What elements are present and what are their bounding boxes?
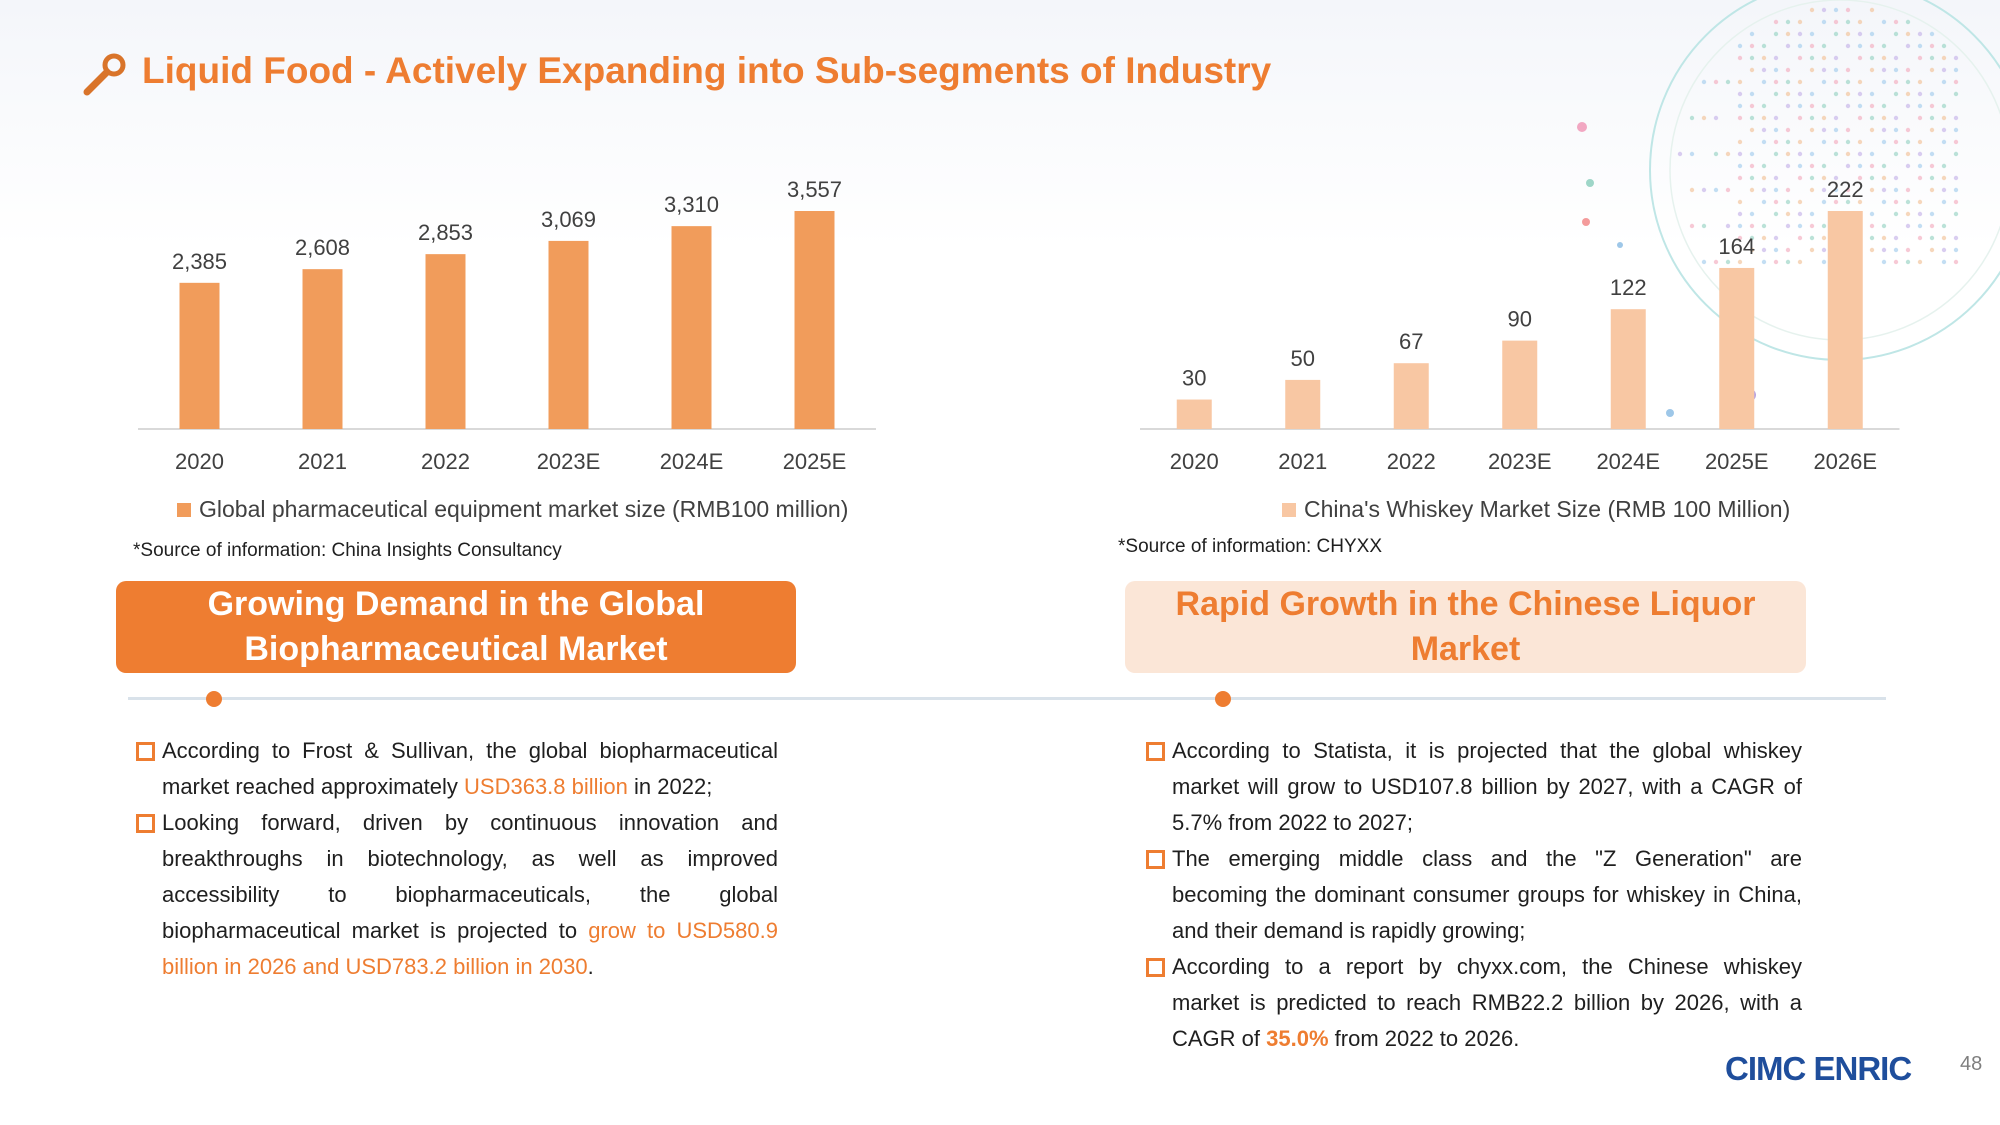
whiskey-market-chart: 30 2020 50 2021 67 2022 90 2023E 122 2024E 164 2025… — [1140, 150, 1920, 480]
pharma-equipment-chart-svg: 2,385 2020 2,608 2021 2,853 2022 3,069 2023E 3,3… — [138, 177, 876, 474]
bullet-text: . — [587, 954, 594, 979]
highlight-text: grow to USD580.9 billion in 2026 and USD… — [162, 918, 778, 979]
data-label-2025E: 164 — [1718, 234, 1755, 259]
bullet-text: According to Statista, it is projected t… — [1172, 738, 1802, 835]
x-tick-2021: 2021 — [298, 449, 347, 474]
bullet-text: According to Frost & Sullivan, the globa… — [162, 738, 778, 799]
x-tick-2022: 2022 — [421, 449, 470, 474]
data-label-2020: 2,385 — [172, 249, 227, 274]
data-label-2020: 30 — [1182, 366, 1206, 391]
pharma-equipment-chart: 2,385 2020 2,608 2021 2,853 2022 3,069 2023E 3,3… — [130, 150, 890, 480]
x-tick-2023E: 2023E — [537, 449, 601, 474]
bar-2023E — [548, 240, 589, 429]
liquor-bullet-1: According to Statista, it is projected t… — [1146, 733, 1802, 841]
liquor-bullet-3: According to a report by chyxx.com, the … — [1146, 949, 1802, 1057]
x-tick-2020: 2020 — [1170, 449, 1219, 474]
x-tick-2025E: 2025E — [1705, 449, 1769, 474]
legend-swatch — [177, 502, 191, 517]
data-label-2023E: 90 — [1508, 307, 1532, 332]
bar-2025E — [1719, 267, 1755, 429]
checkbox-bullet-icon — [1146, 742, 1165, 761]
legend-label: Global pharmaceutical equipment market s… — [199, 496, 849, 522]
company-logo: CIMC ENRIC — [1725, 1050, 1912, 1087]
data-label-2024E: 3,310 — [664, 192, 719, 217]
timeline-marker-left — [206, 691, 222, 707]
x-tick-2021: 2021 — [1278, 449, 1327, 474]
data-label-2026E: 222 — [1827, 177, 1864, 202]
bar-2024E — [1610, 309, 1646, 429]
checkbox-bullet-icon — [136, 814, 155, 833]
legend-swatch — [1282, 502, 1296, 517]
page-title: Liquid Food - Actively Expanding into Su… — [142, 50, 1272, 91]
bar-2022 — [1393, 363, 1429, 429]
bullet-text: Looking forward, driven by continuous in… — [162, 810, 778, 943]
whiskey-chart-legend: China's Whiskey Market Size (RMB 100 Mil… — [1282, 496, 1790, 523]
bar-2024E — [671, 226, 712, 429]
bar-2020 — [1176, 399, 1212, 429]
bar-2026E — [1827, 211, 1863, 429]
bar-2021 — [302, 269, 343, 429]
biopharma-bullet-2: Looking forward, driven by continuous in… — [136, 805, 778, 985]
timeline-divider — [128, 697, 1886, 700]
bullet-text: from 2022 to 2026. — [1328, 1026, 1520, 1051]
x-tick-2024E: 2024E — [1596, 449, 1660, 474]
bar-2021 — [1285, 379, 1321, 429]
data-label-2023E: 3,069 — [541, 207, 596, 232]
page-number: 48 — [1960, 1053, 1983, 1075]
liquor-banner: Rapid Growth in the Chinese Liquor Marke… — [1125, 581, 1806, 673]
biopharma-banner: Growing Demand in the Global Biopharmace… — [116, 581, 796, 673]
x-tick-2026E: 2026E — [1813, 449, 1877, 474]
highlight-text: USD363.8 billion — [464, 774, 628, 799]
bar-2025E — [794, 211, 835, 429]
x-tick-2020: 2020 — [175, 449, 224, 474]
checkbox-bullet-icon — [136, 742, 155, 761]
data-label-2022: 2,853 — [418, 220, 473, 245]
data-label-2022: 67 — [1399, 329, 1423, 354]
x-tick-2024E: 2024E — [660, 449, 724, 474]
legend-label: China's Whiskey Market Size (RMB 100 Mil… — [1304, 496, 1791, 522]
data-label-2021: 50 — [1291, 346, 1315, 371]
biopharma-bullet-1: According to Frost & Sullivan, the globa… — [136, 733, 778, 805]
data-label-2021: 2,608 — [295, 235, 350, 260]
source-note-right: *Source of information: CHYXX — [1118, 536, 1383, 557]
checkbox-bullet-icon — [1146, 958, 1165, 977]
pharma-chart-legend: Global pharmaceutical equipment market s… — [177, 496, 848, 523]
bar-2023E — [1502, 340, 1538, 429]
data-label-2024E: 122 — [1610, 275, 1647, 300]
liquor-bullet-2: The emerging middle class and the "Z Gen… — [1146, 841, 1802, 949]
data-label-2025E: 3,557 — [787, 177, 842, 202]
x-tick-2022: 2022 — [1387, 449, 1436, 474]
highlight-text: 35.0% — [1266, 1026, 1329, 1051]
biopharma-bullets: According to Frost & Sullivan, the globa… — [136, 733, 778, 985]
checkbox-bullet-icon — [1146, 850, 1165, 869]
bullet-text: in 2022; — [627, 774, 713, 799]
bullet-text: According to a report by chyxx.com, the … — [1172, 954, 1802, 1051]
source-note-left: *Source of information: China Insights C… — [133, 540, 562, 561]
x-tick-2023E: 2023E — [1488, 449, 1552, 474]
x-tick-2025E: 2025E — [783, 449, 847, 474]
globe-decoration — [1577, 0, 2000, 417]
timeline-marker-right — [1215, 691, 1231, 707]
liquor-bullets: According to Statista, it is projected t… — [1146, 733, 1802, 1057]
whiskey-market-chart-svg: 30 2020 50 2021 67 2022 90 2023E 122 2024E 164 2025… — [1140, 177, 1900, 474]
wrench-icon — [83, 53, 126, 96]
bullet-text: The emerging middle class and the "Z Gen… — [1172, 846, 1802, 943]
bar-2020 — [179, 282, 220, 429]
bar-2022 — [425, 254, 466, 429]
